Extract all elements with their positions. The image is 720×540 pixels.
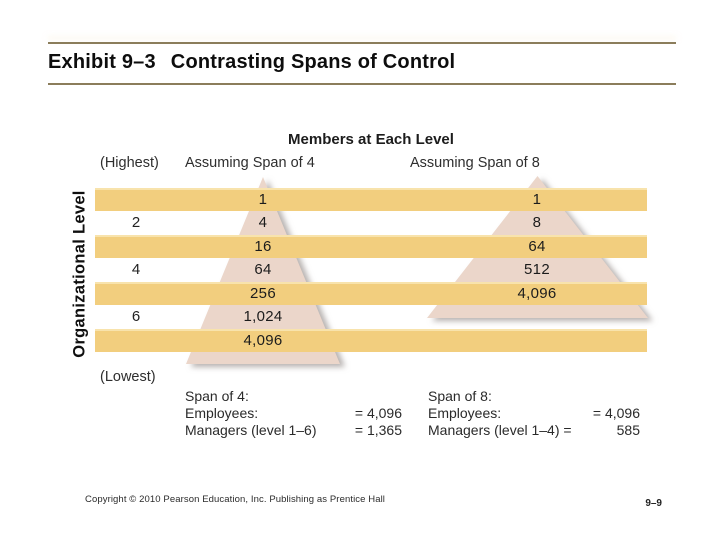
span4-value-level1: 1 (258, 191, 268, 208)
page-title: Exhibit 9–3 Contrasting Spans of Control (48, 51, 455, 74)
level-tick-4: 4 (131, 261, 141, 278)
level-tick-2: 2 (131, 214, 141, 231)
level-bar-1 (95, 188, 647, 211)
span4-value-level2: 4 (258, 214, 268, 231)
span4-value-level7: 4,096 (243, 332, 283, 349)
level-bar-3 (95, 235, 647, 258)
span4-managers-value: = 1,365 (354, 422, 402, 438)
span4-column-header: Assuming Span of 4 (185, 155, 315, 171)
span4-value-level6: 1,024 (243, 308, 283, 325)
span8-managers-row: Managers (level 1–4) = 585 (428, 422, 640, 439)
level-bar-5 (95, 282, 647, 305)
level-tick-6: 6 (131, 308, 141, 325)
exhibit-label: Exhibit 9–3 (48, 51, 156, 73)
span8-summary-title: Span of 8: (428, 388, 492, 404)
span8-value-level2: 8 (532, 214, 542, 231)
span4-employees-value: = 4,096 (354, 405, 402, 421)
lowest-label: (Lowest) (100, 369, 156, 385)
page-number: 9–9 (645, 498, 662, 509)
diagram-heading: Members at Each Level (288, 131, 454, 148)
span4-value-level4: 64 (254, 261, 272, 278)
highest-label: (Highest) (100, 155, 159, 171)
span4-employees-label: Employees: (185, 405, 259, 421)
span8-managers-label: Managers (level 1–4) = (428, 422, 572, 438)
title-rule-bottom (48, 83, 676, 85)
span4-managers-row: Managers (level 1–6) = 1,365 (185, 422, 402, 439)
span4-value-level5: 256 (250, 285, 276, 302)
y-axis-label: Organizational Level (70, 190, 89, 358)
span4-summary-title: Span of 4: (185, 388, 249, 404)
span8-employees-value: = 4,096 (592, 405, 640, 421)
title-rule-top (48, 42, 676, 44)
span8-value-level4: 512 (524, 261, 550, 278)
span4-employees-row: Employees: = 4,096 (185, 405, 402, 422)
span4-summary: Span of 4: Employees: = 4,096 Managers (… (185, 388, 402, 439)
span8-value-level3: 64 (528, 238, 546, 255)
span8-managers-value: 585 (616, 422, 640, 438)
span8-column-header: Assuming Span of 8 (410, 155, 540, 171)
span4-value-level3: 16 (254, 238, 272, 255)
exhibit-title: Contrasting Spans of Control (170, 51, 456, 73)
level-bar-7 (95, 329, 647, 352)
span8-employees-label: Employees: (428, 405, 502, 421)
span4-managers-label: Managers (level 1–6) (185, 422, 317, 438)
span8-value-level1: 1 (532, 191, 542, 208)
span8-value-level5: 4,096 (517, 285, 557, 302)
span8-employees-row: Employees: = 4,096 (428, 405, 640, 422)
span8-summary: Span of 8: Employees: = 4,096 Managers (… (428, 388, 640, 439)
copyright-text: Copyright © 2010 Pearson Education, Inc.… (85, 494, 386, 505)
